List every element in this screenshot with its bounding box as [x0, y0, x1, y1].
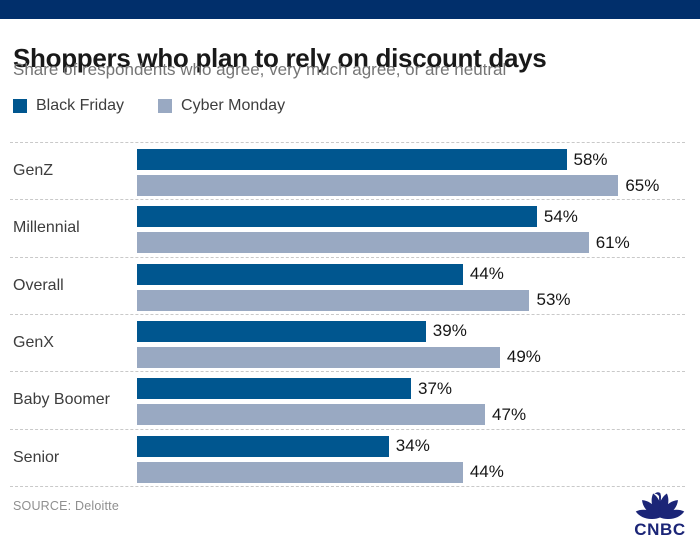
cyber-monday-bar: [137, 346, 500, 368]
page-subtitle: Share of respondents who agree, very muc…: [13, 60, 507, 79]
page-title: Shoppers who plan to rely on discount da…: [13, 43, 547, 74]
value-label: 37%: [418, 378, 453, 398]
chart-row: Overall 44% 53%: [10, 256, 685, 314]
cyber-monday-swatch: [158, 99, 173, 113]
value-label: 61%: [595, 232, 630, 252]
bar-group: 54% 61%: [137, 200, 685, 254]
legend-item-black-friday: Black Friday: [13, 97, 124, 115]
bar-line: 53%: [137, 289, 685, 311]
value-label: 39%: [432, 321, 467, 341]
category-label: GenX: [13, 334, 54, 352]
value-label: 34%: [395, 436, 430, 456]
bar-line: 44%: [137, 263, 685, 285]
cyber-monday-bar: [137, 289, 530, 311]
category-label: GenZ: [13, 162, 54, 180]
black-friday-bar: [137, 149, 567, 170]
black-friday-bar: [137, 378, 411, 400]
category-label: Millennial: [13, 219, 80, 237]
category-label: Senior: [13, 448, 60, 466]
cyber-monday-bar: [137, 404, 486, 426]
category-label: Overall: [13, 276, 64, 294]
legend: Black Friday Cyber Monday: [13, 97, 285, 115]
cnbc-peacock-icon: [635, 492, 685, 519]
bar-line: 49%: [137, 346, 685, 368]
chart-row: GenX 39% 49%: [10, 313, 685, 371]
bar-line: 65%: [137, 175, 685, 196]
cyber-monday-bar: [137, 461, 463, 483]
bar-line: 47%: [137, 404, 685, 426]
value-label: 44%: [469, 462, 504, 482]
bar-group: 58% 65%: [137, 143, 685, 196]
source-note: SOURCE: Deloitte: [13, 499, 120, 513]
black-friday-bar: [137, 320, 426, 342]
bar-line: 34%: [137, 435, 685, 457]
bar-line: 39%: [137, 320, 685, 342]
value-label: 65%: [625, 175, 660, 195]
bar-line: 44%: [137, 461, 685, 483]
cyber-monday-bar: [137, 175, 619, 196]
black-friday-swatch: [13, 99, 27, 113]
bar-group: 39% 49%: [137, 315, 685, 368]
value-label: 47%: [492, 404, 527, 424]
bar-line: 54%: [137, 206, 685, 228]
cnbc-logo: CNBC: [632, 485, 688, 540]
bar-line: 37%: [137, 378, 685, 400]
bar-group: 37% 47%: [137, 372, 685, 426]
value-label: 49%: [506, 347, 541, 367]
bar-group: 34% 44%: [137, 430, 685, 483]
chart-row: GenZ 58% 65%: [10, 142, 685, 199]
chart-row: Millennial 54% 61%: [10, 199, 685, 256]
legend-item-cyber-monday: Cyber Monday: [158, 97, 285, 115]
bar-line: 58%: [137, 149, 685, 170]
bar-group: 44% 53%: [137, 258, 685, 311]
value-label: 53%: [536, 290, 571, 310]
chart-row: Baby Boomer 37% 47%: [10, 371, 685, 428]
value-label: 44%: [469, 264, 504, 284]
category-label: Baby Boomer: [13, 391, 110, 409]
bar-line: 61%: [137, 232, 685, 254]
value-label: 54%: [543, 206, 578, 226]
black-friday-bar: [137, 263, 463, 285]
legend-label: Black Friday: [36, 97, 125, 114]
black-friday-bar: [137, 206, 537, 228]
black-friday-bar: [137, 435, 389, 457]
cyber-monday-bar: [137, 232, 589, 254]
top-accent-band: [0, 0, 700, 19]
value-label: 58%: [573, 149, 608, 169]
chart: GenZ 58% 65% Millennial 54% 61% Overall 44% 53% G…: [10, 142, 685, 487]
chart-row: Senior 34% 44%: [10, 428, 685, 487]
cnbc-logo-text: CNBC: [634, 520, 686, 539]
legend-label: Cyber Monday: [181, 97, 286, 114]
